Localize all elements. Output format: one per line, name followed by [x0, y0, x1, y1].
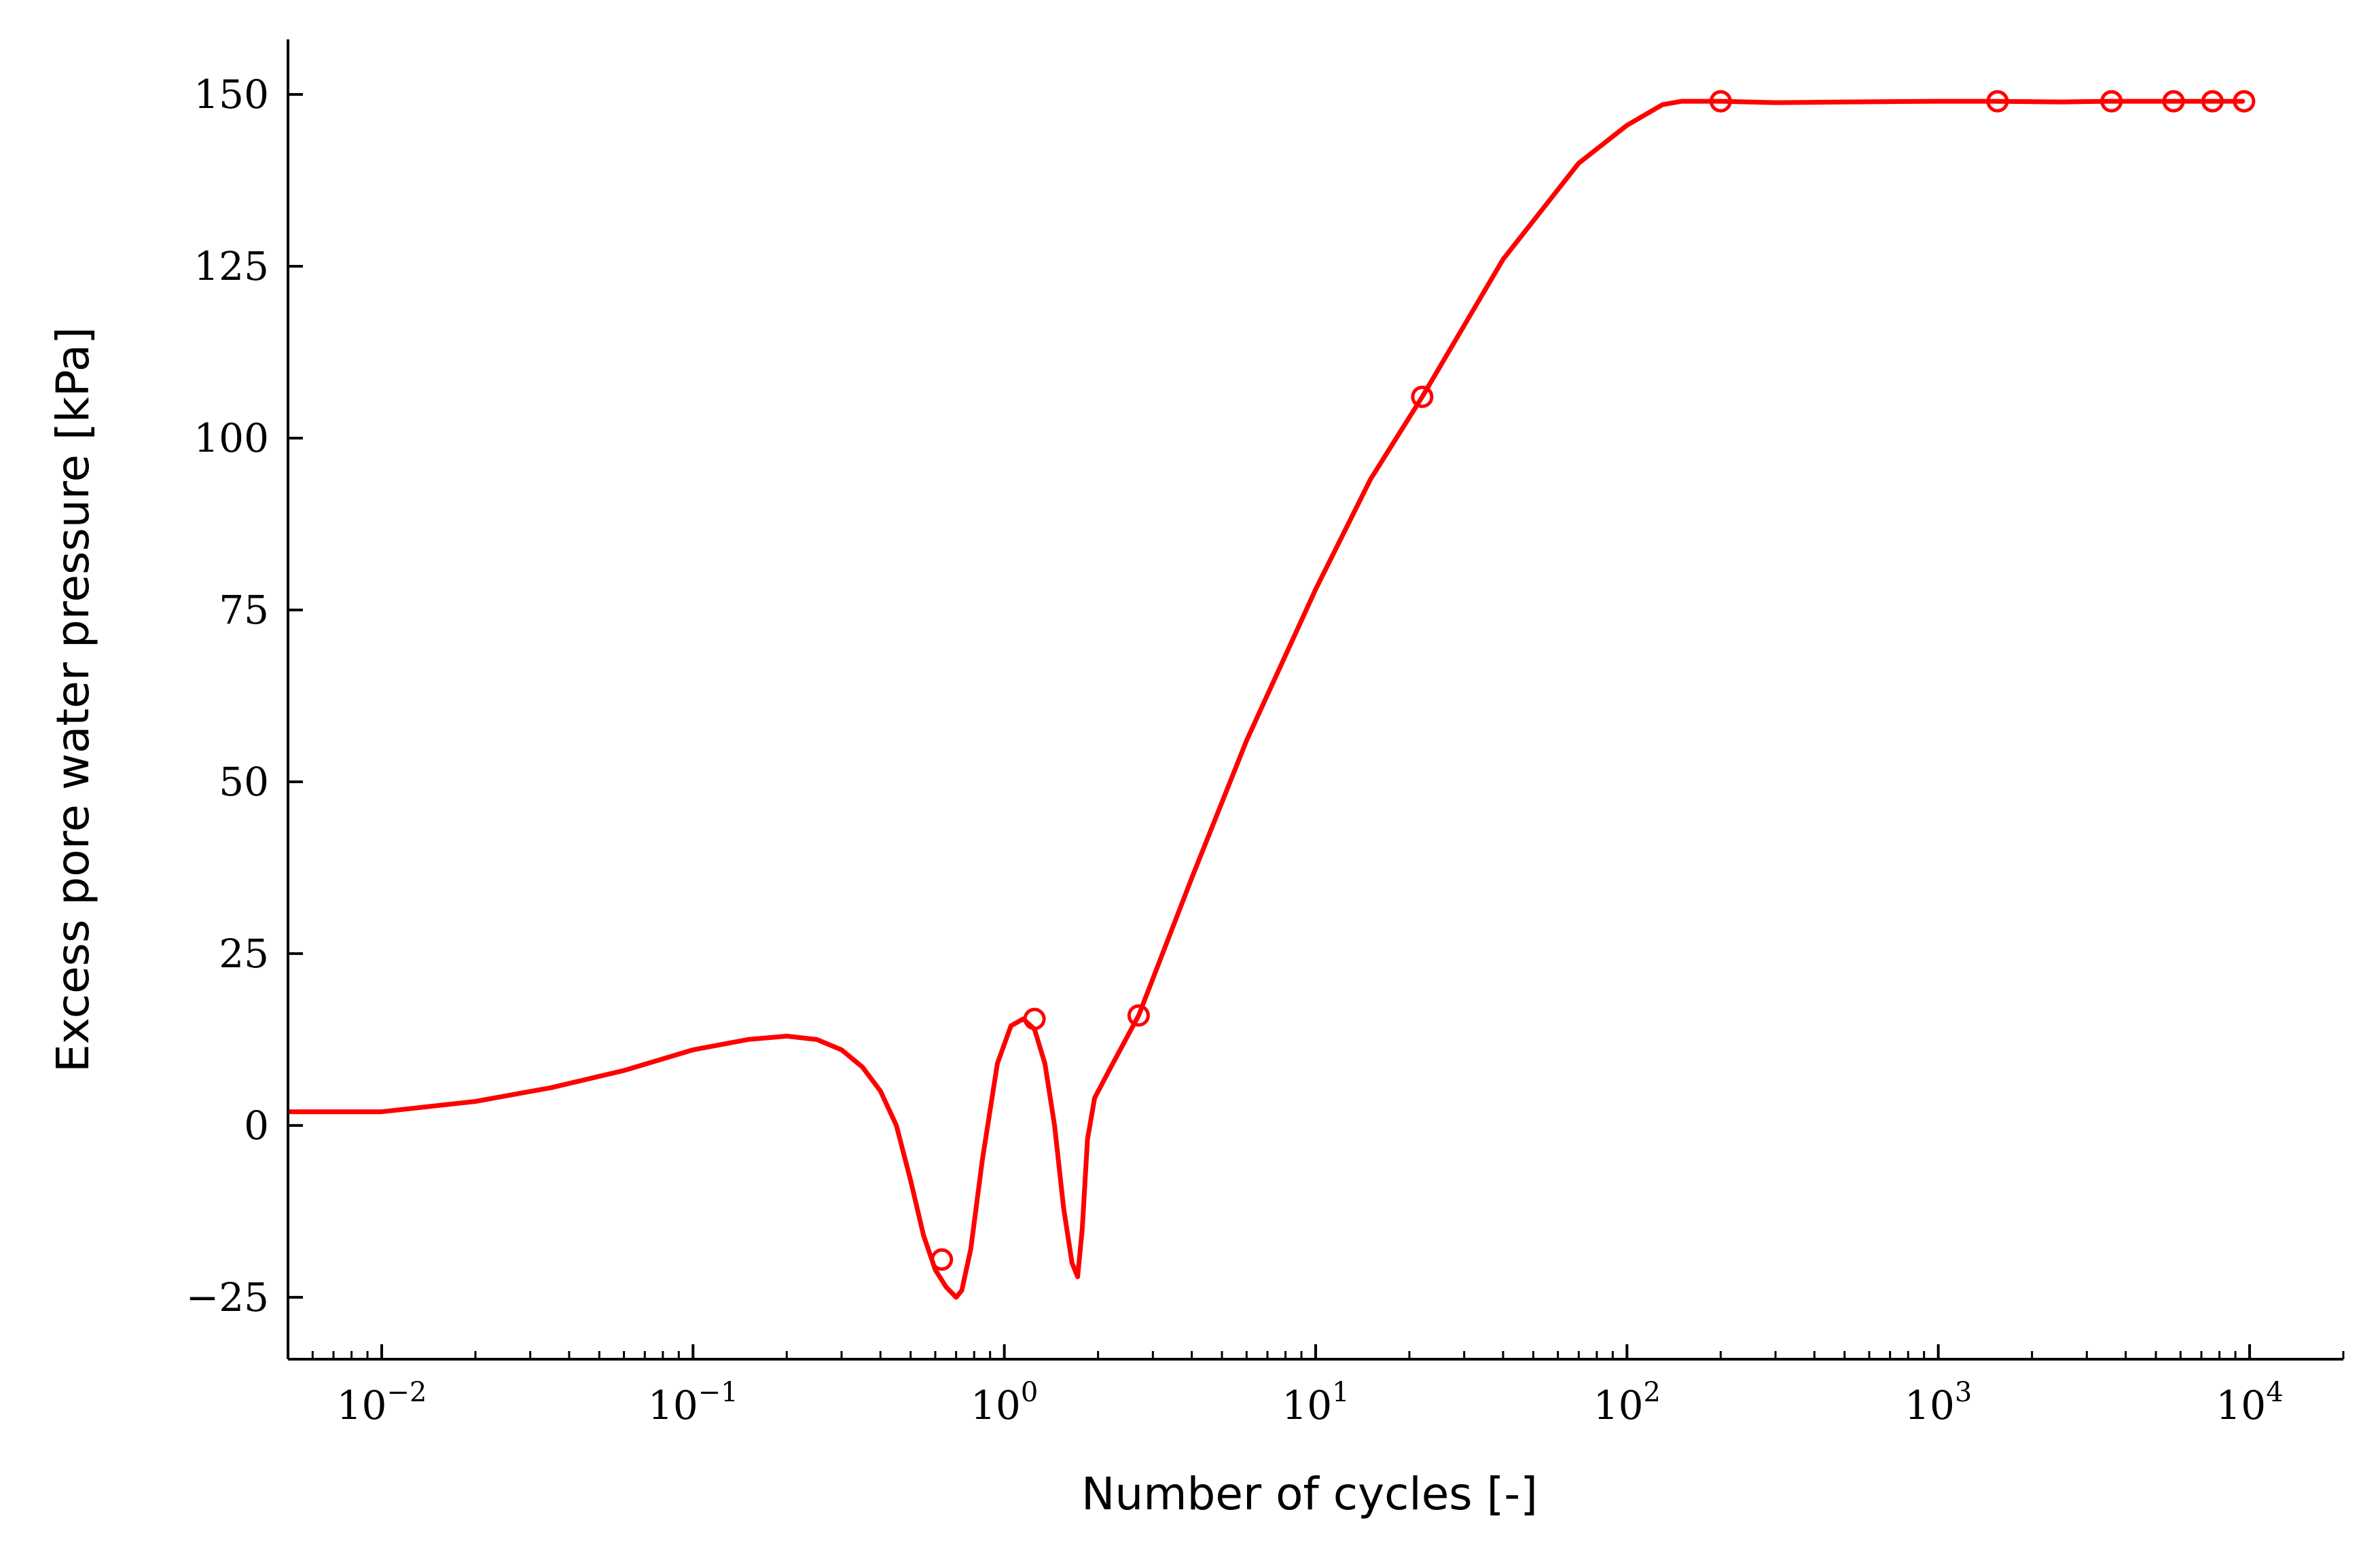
- data-point: [2201, 90, 2224, 113]
- x-tick-label: 10−1: [648, 1377, 738, 1428]
- data-point: [2162, 90, 2185, 113]
- x-tick-label: 100: [971, 1377, 1038, 1428]
- data-point: [2100, 90, 2123, 113]
- y-tick-label: 150: [194, 71, 269, 118]
- x-tick-label: 104: [2216, 1377, 2283, 1428]
- x-tick-label: 102: [1593, 1377, 1661, 1428]
- data-point: [1709, 90, 1732, 113]
- x-tick-label: 10−2: [337, 1377, 427, 1428]
- y-tick-label: −25: [186, 1274, 269, 1320]
- y-tick-label: 50: [219, 759, 269, 805]
- x-tick-label: 101: [1282, 1377, 1349, 1428]
- plot-area: [288, 90, 2256, 1300]
- axes: [287, 39, 2343, 1361]
- y-tick-label: 75: [219, 587, 269, 633]
- x-tick-label: 103: [1905, 1377, 1972, 1428]
- y-tick-label: 125: [194, 243, 269, 289]
- data-point: [1411, 385, 1434, 408]
- y-tick-label: 0: [244, 1102, 269, 1149]
- x-axis-label: Number of cycles [-]: [1081, 1468, 1538, 1520]
- data-point: [1023, 1007, 1046, 1030]
- data-point: [1127, 1004, 1150, 1027]
- y-tick-label: 25: [219, 931, 269, 977]
- data-point: [2233, 90, 2256, 113]
- y-tick-label: 100: [194, 415, 269, 461]
- y-axis-label: Excess pore water pressure [kPa]: [47, 327, 99, 1073]
- ticks: −25 0 25 50 75 100 125 150 10−2 10−1 100 101 102 103 1…: [186, 71, 2345, 1428]
- data-point: [1986, 90, 2009, 113]
- series-line: [288, 98, 2246, 1300]
- data-point: [931, 1248, 954, 1271]
